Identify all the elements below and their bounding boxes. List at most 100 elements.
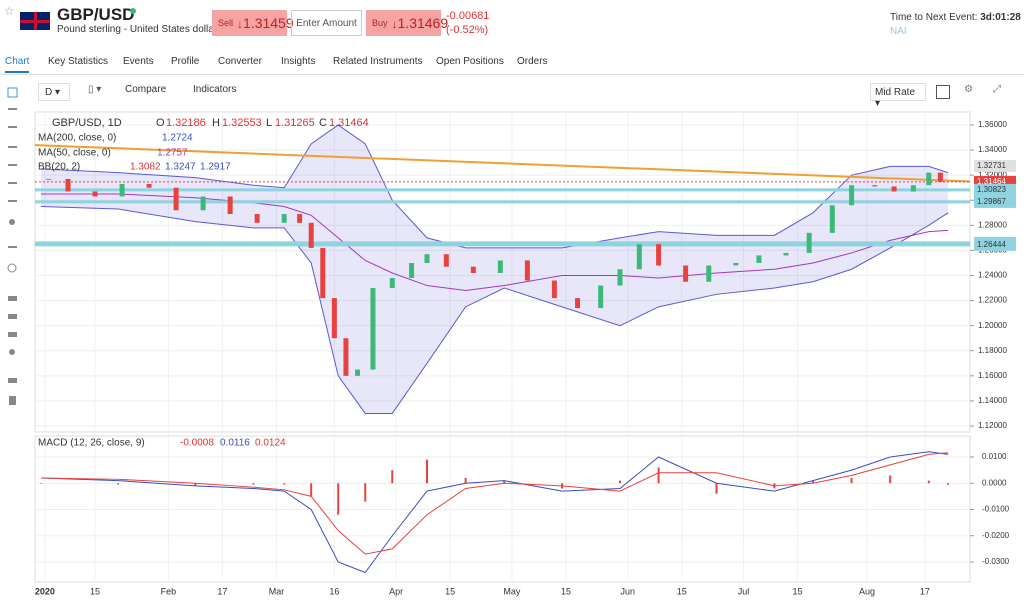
- legend-value: 1.3247: [165, 162, 196, 173]
- tab[interactable]: Key Statistics: [48, 56, 109, 67]
- tool-icon[interactable]: [7, 87, 18, 98]
- chart-type[interactable]: ▯ ▾: [88, 84, 102, 95]
- legend-value: 1.3082: [130, 162, 161, 173]
- macd-tick-label: 0.0100: [982, 452, 1007, 461]
- candle: [756, 255, 762, 263]
- tab[interactable]: Converter: [218, 56, 262, 67]
- tool-icon[interactable]: [8, 146, 17, 148]
- macd-hist: [252, 483, 255, 485]
- tab[interactable]: Open Positions: [436, 56, 504, 67]
- macd-hist: [337, 483, 340, 515]
- legend-value: 1.31464: [329, 117, 369, 129]
- macd-hist: [619, 480, 621, 484]
- tab[interactable]: Related Instruments: [333, 56, 423, 67]
- macd-hist: [391, 470, 394, 484]
- candle: [872, 185, 878, 187]
- status-dot: [130, 8, 136, 14]
- candle: [331, 298, 337, 339]
- rate-select[interactable]: Mid Rate ▾: [870, 83, 926, 109]
- event-time: 3d:01:28: [980, 12, 1021, 23]
- y-tick-label: 1.36000: [978, 120, 1007, 129]
- compare: Compare: [125, 84, 167, 95]
- indicators-button[interactable]: Indicators: [193, 84, 236, 95]
- macd-tick-label: -0.0100: [982, 505, 1010, 514]
- x-tick-label: Mar: [269, 586, 285, 596]
- y-tick-label: 1.34000: [978, 145, 1007, 154]
- amount-input[interactable]: Enter Amount: [291, 10, 362, 36]
- legend-label: O: [156, 117, 165, 129]
- settings-icon[interactable]: ⚙: [964, 84, 973, 95]
- candle: [355, 369, 361, 376]
- tool-icon[interactable]: [8, 126, 17, 128]
- tool-icon[interactable]: [9, 219, 15, 225]
- macd-tick-label: -0.0300: [982, 557, 1010, 566]
- x-tick-label: Jul: [738, 586, 750, 596]
- legend-label: L: [266, 117, 272, 129]
- candle: [173, 187, 179, 211]
- legend-ma200: MA(200, close, 0): [38, 133, 116, 144]
- tool-icon[interactable]: [9, 396, 16, 405]
- x-tick-label: Feb: [161, 586, 177, 596]
- tool-icon[interactable]: [7, 263, 17, 273]
- tool-icon[interactable]: [8, 378, 17, 383]
- tab[interactable]: Chart: [5, 56, 30, 73]
- price-label: 1.31464: [977, 177, 1006, 186]
- tab[interactable]: Orders: [517, 56, 548, 67]
- candle: [343, 338, 349, 376]
- y-tick-label: 1.24000: [978, 271, 1007, 280]
- macd-line: [40, 451, 949, 574]
- candle: [308, 222, 314, 248]
- candle: [806, 232, 812, 253]
- legend-label: H: [212, 117, 220, 129]
- tool-icon[interactable]: [8, 182, 17, 184]
- buy-button[interactable]: Buy 1.31469: [366, 10, 448, 36]
- interval-select[interactable]: D ▾: [38, 83, 70, 101]
- tool-icon[interactable]: [8, 200, 17, 202]
- candle: [470, 266, 476, 273]
- x-tick-label: 15: [90, 586, 100, 596]
- legend-value: -0.0008: [180, 438, 214, 449]
- price-label-bg: [974, 183, 1016, 196]
- price-label: 1.32731: [977, 161, 1006, 170]
- compare-button[interactable]: Compare: [125, 84, 166, 95]
- macd-hist: [426, 459, 428, 484]
- tool-icon[interactable]: [9, 349, 15, 355]
- macd-hist: [812, 480, 814, 484]
- ma50: [41, 193, 949, 292]
- x-tick-label: 17: [217, 586, 227, 596]
- star-icon[interactable]: ☆: [4, 4, 15, 18]
- candle: [683, 265, 689, 282]
- y-tick-label: 1.20000: [978, 321, 1007, 330]
- candle: [937, 172, 943, 182]
- tool-icon[interactable]: [8, 296, 17, 301]
- tool-icon[interactable]: [8, 108, 17, 110]
- candle: [656, 244, 662, 266]
- tab[interactable]: Profile: [171, 56, 200, 67]
- tool-icon[interactable]: [8, 332, 17, 337]
- x-tick-label: 15: [793, 586, 803, 596]
- expand-icon[interactable]: ⤢: [993, 84, 1001, 95]
- bb-upper: [40, 124, 949, 249]
- candle: [575, 298, 581, 309]
- tool-icon[interactable]: [8, 164, 17, 166]
- tool-icon[interactable]: [8, 314, 17, 319]
- fullscreen-box[interactable]: [936, 85, 950, 99]
- x-tick-label: 15: [677, 586, 687, 596]
- candle: [297, 214, 303, 223]
- interval: D: [45, 87, 53, 98]
- price-change: -0.00681 (-0.52%): [446, 9, 489, 37]
- tool-icon[interactable]: [8, 246, 17, 248]
- tab[interactable]: Insights: [281, 56, 316, 67]
- trend-line: [34, 144, 971, 183]
- tab[interactable]: Events: [123, 56, 154, 67]
- sell-button[interactable]: Sell1.31459: [212, 10, 294, 36]
- candle: [65, 178, 71, 192]
- sell-label: Sell: [218, 18, 234, 28]
- bollinger-band: [41, 125, 949, 414]
- indicators: Indicators: [193, 84, 237, 95]
- legend-value: 1.31265: [275, 117, 315, 129]
- candle: [829, 205, 835, 233]
- symbol: GBP/USD: [57, 5, 135, 24]
